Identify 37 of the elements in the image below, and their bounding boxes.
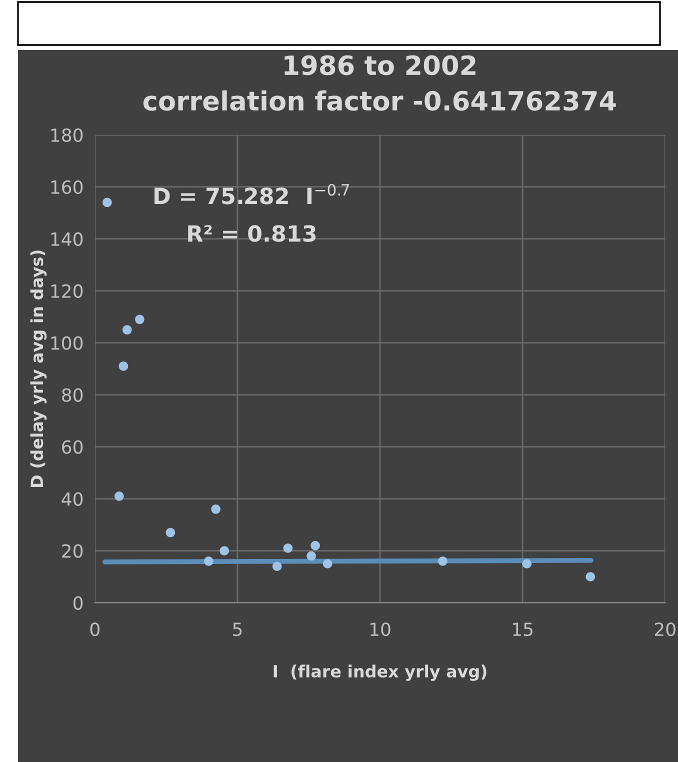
x-axis-title: I (flare index yrly avg) [274,664,486,681]
x-tick-label: 0 [90,622,100,636]
y-tick-label: 120 [51,284,83,298]
point [135,314,144,324]
point [118,362,128,371]
point [306,551,316,561]
point [220,546,230,556]
annotation: R² = 0.813 [188,225,316,242]
point [122,325,132,334]
point [114,492,124,501]
y-tick-label: 80 [62,388,83,402]
point [283,544,293,553]
point [438,556,448,566]
x-tick-label: 5 [233,622,242,636]
x-tick-label: 15 [513,622,532,636]
y-tick-label: 60 [62,440,83,454]
y-tick-label: 20 [62,544,83,558]
point [211,504,220,514]
point [322,559,332,568]
y-tick-label: 100 [51,336,83,350]
point [166,528,176,538]
point [102,198,112,208]
y-tick-label: 140 [51,232,83,246]
y-tick-label: 180 [51,128,83,142]
point [272,562,282,572]
point [586,572,596,582]
point [204,556,214,566]
point [522,559,532,568]
chart-title: 1986 to 2002 correlation factor -0.641762374 [143,55,616,111]
annotation: D = 75.282 I$^{−0.7}$ [154,184,349,204]
y-axis-title: D (delay yrly avg in days) [30,250,47,487]
point [310,540,320,550]
x-tick-label: 10 [370,622,390,636]
y-tick-label: 40 [62,492,83,506]
y-tick-label: 160 [51,180,83,194]
y-tick-label: 0 [74,596,83,610]
x-tick-label: 20 [654,622,676,636]
